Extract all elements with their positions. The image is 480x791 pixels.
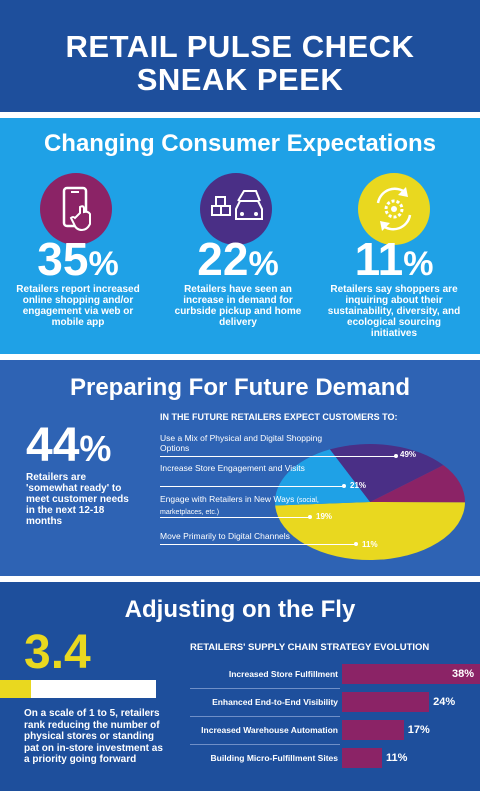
pie-leader-store [160,486,344,487]
pie-pct-49: 49% [400,450,417,459]
pie-slice-4 [370,465,465,503]
bar-separator [190,688,340,689]
pie-label-engage: Engage with Retailers in New Ways (socia… [160,494,319,516]
bar-label: Increased Warehouse Automation [201,725,338,735]
bar-value: 17% [407,724,430,736]
pie-label-digital: Move Primarily to Digital Channels [160,531,290,541]
score-desc: On a scale of 1 to 5, retailers rank red… [24,708,163,765]
pie-leader-mix [160,456,396,457]
mobile-phone-icon [40,173,112,245]
section-title: Preparing For Future Demand [69,374,411,401]
pie-slice-1 [275,502,465,561]
pie-leader-digital [160,544,356,545]
pie-label-store: Increase Store Engagement and Visits [160,463,305,473]
bar-value: 38% [452,668,475,680]
pie-dot-digital [354,542,358,546]
header-title-line2: SNEAK PEEK [136,62,344,97]
score-track [0,680,156,698]
bar-label: Building Micro-Fulfillment Sites [210,753,339,763]
bar-value: 24% [433,696,456,708]
stat-desc-online: Retailers report increased online shoppi… [16,284,140,328]
pie-slice-2 [329,444,444,502]
pie-leader-engage [160,517,310,518]
bar [342,664,480,684]
score-value: 3.4 [24,626,91,679]
pie-label-mix: Use a Mix of Physical and Digital Shoppi… [160,433,323,453]
recycle-gear-icon [358,173,430,245]
curbside-car-icon [200,173,272,245]
header-title-line1: RETAIL PULSE CHECK [65,29,415,64]
bar [342,720,404,740]
pie-pct-11: 11% [362,540,378,549]
bar [342,692,430,712]
stat-value-11: 11% [354,233,434,285]
bar-label: Enhanced End-to-End Visibility [212,697,338,707]
bar-label: Increased Store Fulfillment [228,669,338,679]
stat-value-35: 35% [37,233,119,285]
section-title: Adjusting on the Fly [124,596,356,623]
pie-dot-mix [394,454,398,458]
chart-heading: IN THE FUTURE RETAILERS EXPECT CUSTOMERS… [160,412,398,422]
pie-dot-store [342,484,346,488]
section-title: Changing Consumer Expectations [43,130,437,157]
stat-desc-readiness: Retailers are 'somewhat ready' to meet c… [26,472,129,527]
stat-value-22: 22% [197,233,279,285]
adjusting-section: Adjusting on the Fly 3.4 On a scale of 1… [0,582,480,791]
stat-desc-curbside: Retailers have seen an increase in deman… [174,284,302,328]
bar-separator [190,744,340,745]
pie-pct-19: 19% [316,512,333,521]
pie-dot-engage [308,515,312,519]
header-banner: RETAIL PULSE CHECK SNEAK PEEK [0,0,480,112]
bar-separator [190,716,340,717]
consumer-expectations-section: Changing Consumer Expectations 35% Retai… [0,118,480,354]
pie-pct-21: 21% [350,481,367,490]
score-fill [0,680,32,698]
bars-heading: RETAILERS' SUPPLY CHAIN STRATEGY EVOLUTI… [190,642,430,653]
stat-desc-sustainability: Retailers say shoppers are inquiring abo… [327,284,461,339]
future-demand-section: Preparing For Future Demand 44% Retailer… [0,360,480,576]
future-pie-chart [275,444,465,561]
stat-value-44: 44% [26,419,112,472]
bar [342,748,382,768]
bar-value: 11% [385,752,408,764]
pie-slice-3 [275,449,370,506]
